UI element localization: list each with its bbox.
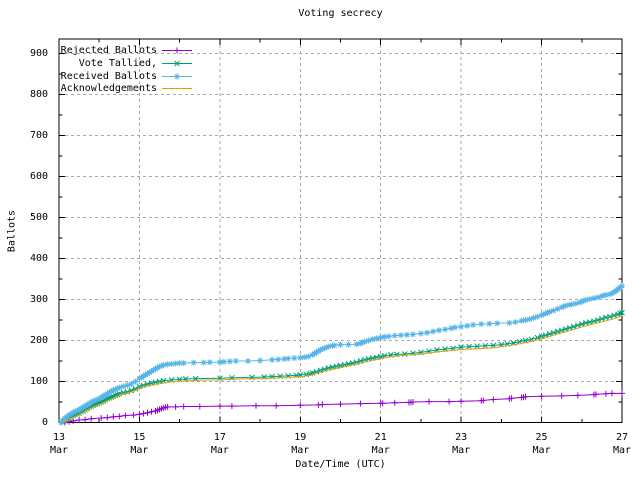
y-tick-label: 300 bbox=[29, 293, 48, 305]
legend-item-acknowledgements: Acknowledgements bbox=[0, 82, 640, 95]
series-rejected-ballots-markers bbox=[62, 390, 625, 426]
legend-label: Acknowledgements bbox=[60, 83, 157, 94]
x-tick-label: 21 Mar bbox=[371, 432, 390, 456]
y-tick-label: 400 bbox=[29, 252, 48, 264]
series-received-ballots-line bbox=[60, 285, 623, 423]
y-tick-label: 100 bbox=[29, 375, 48, 387]
star-marker-sample bbox=[162, 73, 192, 80]
x-tick-label: 15 Mar bbox=[130, 432, 149, 456]
legend-sample-line bbox=[162, 88, 192, 89]
x-tick-label: 13 Mar bbox=[49, 432, 69, 456]
legend-label: Vote Tallied, bbox=[78, 58, 157, 69]
legend-sample-line bbox=[162, 60, 192, 67]
series-acknowledgements-line bbox=[62, 315, 623, 423]
x-tick-label: 17 Mar bbox=[210, 432, 229, 456]
y-tick-label: 0 bbox=[41, 416, 48, 428]
plus-marker-sample bbox=[162, 47, 192, 54]
y-tick-label: 800 bbox=[29, 88, 48, 100]
x-tick-label: 23 Mar bbox=[452, 432, 471, 456]
x-axis-title: Date/Time (UTC) bbox=[295, 459, 386, 470]
chart-title: Voting secrecy bbox=[298, 8, 383, 19]
y-tick-label: 500 bbox=[29, 211, 48, 223]
x-tick-label: 27 Mar bbox=[612, 432, 632, 456]
y-tick-label: 700 bbox=[29, 129, 48, 141]
y-tick-label: 900 bbox=[29, 47, 48, 59]
x-tick-label: 25 Mar bbox=[532, 432, 551, 456]
x-tick-label: 19 Mar bbox=[291, 432, 310, 456]
series-received-ballots-markers bbox=[58, 283, 625, 426]
y-tick-label: 600 bbox=[29, 170, 48, 182]
legend-item-received-ballots: Received Ballots bbox=[0, 70, 640, 83]
legend-sample-line bbox=[162, 47, 192, 54]
legend-item-vote-tallied: Vote Tallied, bbox=[0, 57, 640, 70]
y-tick-label: 200 bbox=[29, 334, 48, 346]
legend-item-rejected-ballots: Rejected Ballots bbox=[0, 44, 640, 57]
cross-marker-sample bbox=[162, 60, 192, 67]
series-rejected-ballots-line bbox=[64, 392, 622, 423]
legend-label: Received Ballots bbox=[60, 71, 157, 82]
legend-sample-line bbox=[162, 73, 192, 80]
legend-label: Rejected Ballots bbox=[60, 45, 157, 56]
